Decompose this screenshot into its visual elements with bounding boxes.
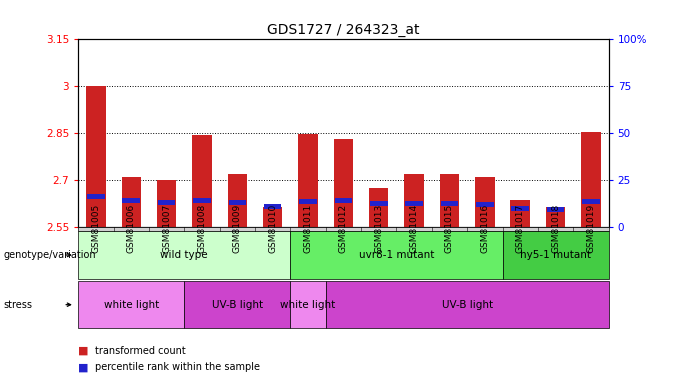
Text: white light: white light — [280, 300, 336, 310]
Bar — [405, 174, 424, 227]
Text: GSM81008: GSM81008 — [197, 204, 207, 254]
Text: GSM81005: GSM81005 — [91, 204, 101, 254]
Bar — [511, 200, 530, 227]
Bar — [86, 86, 105, 227]
Text: GSM81017: GSM81017 — [515, 204, 525, 254]
Text: GSM81015: GSM81015 — [445, 204, 454, 254]
Text: GSM81012: GSM81012 — [339, 204, 348, 254]
Text: GSM81007: GSM81007 — [162, 204, 171, 254]
Bar — [405, 201, 423, 206]
Bar — [476, 201, 494, 207]
Bar — [158, 200, 175, 205]
Text: GSM81019: GSM81019 — [586, 204, 596, 254]
Text: uvr8-1 mutant: uvr8-1 mutant — [359, 250, 434, 260]
Text: white light: white light — [103, 300, 159, 310]
Text: GSM81018: GSM81018 — [551, 204, 560, 254]
Bar — [547, 207, 564, 212]
Text: UV-B light: UV-B light — [441, 300, 493, 310]
Bar — [440, 174, 459, 227]
Text: genotype/variation: genotype/variation — [3, 250, 96, 260]
Bar — [193, 198, 211, 203]
Text: transformed count: transformed count — [95, 346, 186, 355]
Text: hy5-1 mutant: hy5-1 mutant — [520, 250, 591, 260]
Text: GSM81006: GSM81006 — [126, 204, 136, 254]
Bar — [157, 180, 176, 227]
Text: ■: ■ — [78, 346, 88, 355]
Bar — [122, 198, 140, 203]
Text: GSM81010: GSM81010 — [268, 204, 277, 254]
Text: wild type: wild type — [160, 250, 208, 260]
Text: GSM81011: GSM81011 — [303, 204, 313, 254]
Bar — [441, 201, 458, 206]
Bar — [335, 198, 352, 203]
Bar — [228, 174, 247, 227]
Bar — [87, 194, 105, 199]
Text: percentile rank within the sample: percentile rank within the sample — [95, 363, 260, 372]
Text: GSM81013: GSM81013 — [374, 204, 384, 254]
Text: ■: ■ — [78, 363, 88, 372]
Bar — [299, 134, 318, 227]
Bar — [582, 200, 600, 204]
Bar — [264, 204, 282, 209]
Bar — [228, 200, 246, 205]
Bar — [192, 135, 211, 227]
Bar — [511, 206, 529, 211]
Text: GSM81014: GSM81014 — [409, 204, 419, 254]
Bar — [546, 207, 565, 227]
Bar — [334, 139, 353, 227]
Text: GSM81009: GSM81009 — [233, 204, 242, 254]
Title: GDS1727 / 264323_at: GDS1727 / 264323_at — [267, 23, 420, 37]
Bar — [122, 177, 141, 227]
Bar — [581, 132, 600, 227]
Bar — [299, 200, 317, 204]
Text: stress: stress — [3, 300, 33, 310]
Bar — [475, 177, 494, 227]
Bar — [370, 201, 388, 206]
Text: GSM81016: GSM81016 — [480, 204, 490, 254]
Bar — [263, 207, 282, 227]
Text: UV-B light: UV-B light — [211, 300, 263, 310]
Bar — [369, 188, 388, 227]
